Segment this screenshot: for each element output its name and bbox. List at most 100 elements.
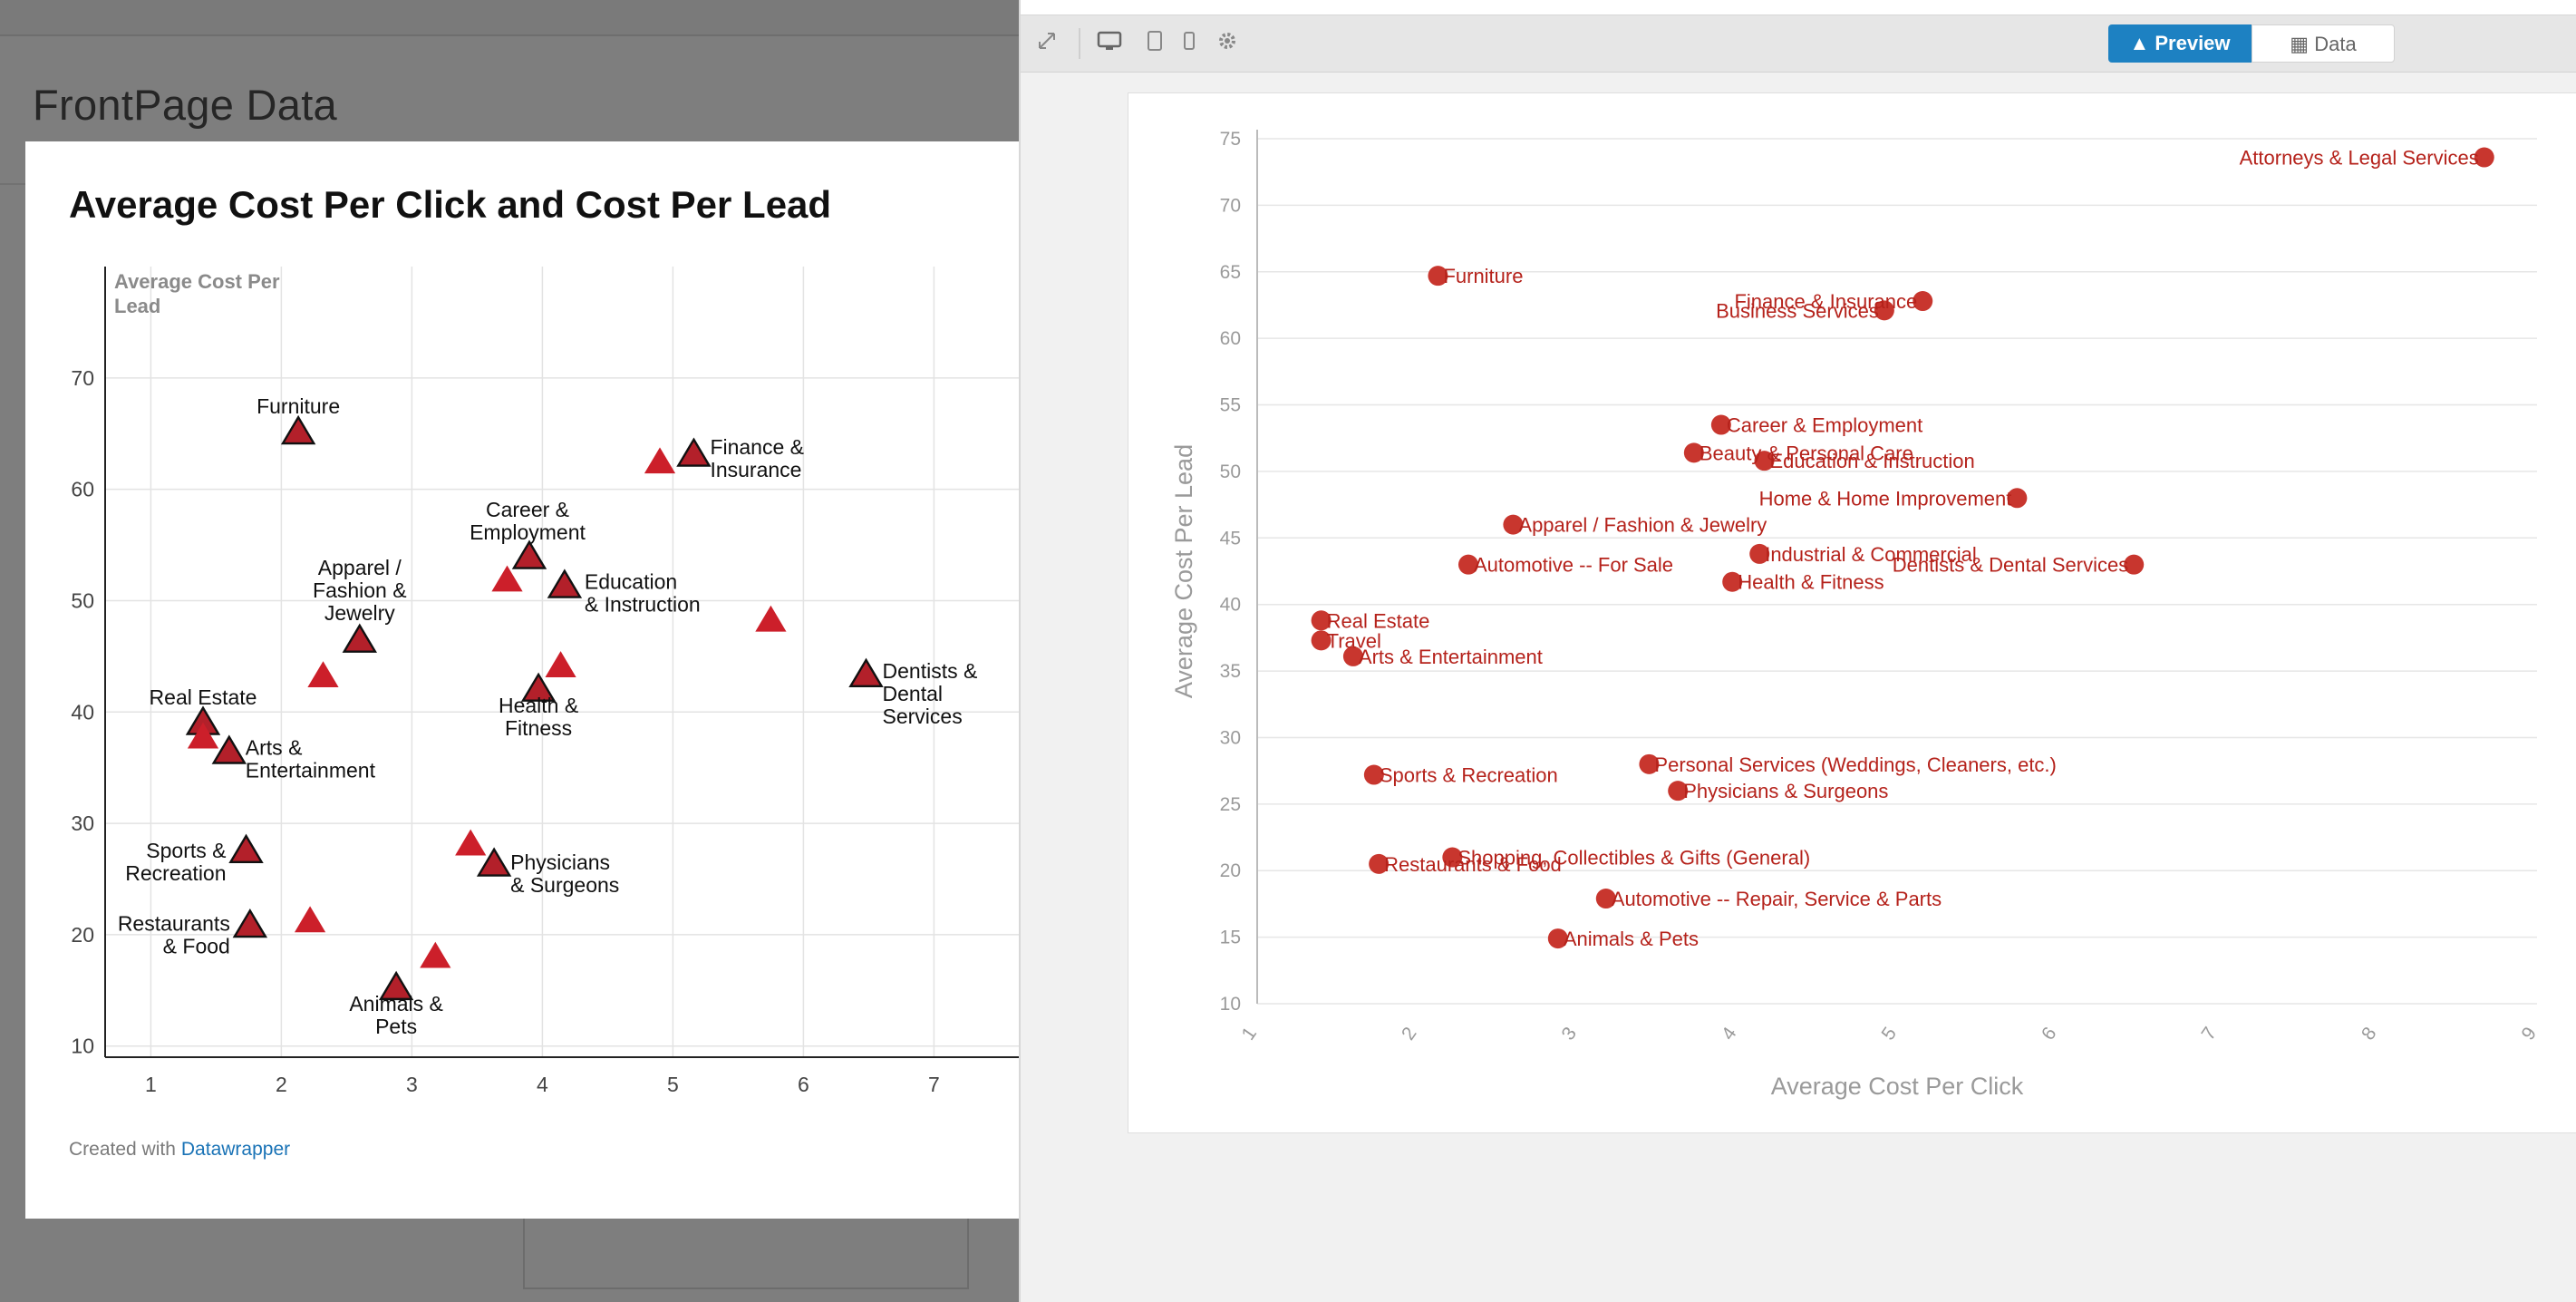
x-tick-label: 6 (798, 1073, 809, 1096)
x-tick-label: 2 (276, 1073, 287, 1096)
point-label: Apparel / Fashion & Jewelry (313, 556, 407, 625)
settings-icon[interactable] (1215, 30, 1240, 57)
point-label: Home & Home Improvement (1759, 487, 2012, 510)
x-tick-label: 5 (1878, 1024, 1902, 1045)
x-tick-label: 4 (537, 1073, 548, 1096)
point-label: Furniture (1443, 265, 1523, 287)
y-tick-label: 75 (1220, 129, 1241, 150)
y-tick-label: 15 (1220, 928, 1241, 948)
data-point-triangle (307, 661, 339, 687)
x-tick-label: 9 (2518, 1024, 2542, 1045)
data-point-circle (1503, 514, 1524, 535)
data-point-triangle (455, 829, 487, 856)
data-point-triangle (491, 565, 523, 592)
point-label: Travel (1327, 629, 1381, 652)
point-label: Health & Fitness (1738, 571, 1884, 594)
point-label: Animals & Pets (1564, 928, 1699, 950)
credit-prefix: Created with (69, 1139, 176, 1160)
data-point-triangle (294, 906, 326, 933)
x-tick-label: 6 (2038, 1024, 2061, 1045)
toolbar-separator (1079, 28, 1080, 59)
data-point-triangle (280, 414, 316, 445)
x-tick-label: 2 (1398, 1024, 1421, 1045)
data-point-circle (1874, 300, 1894, 321)
y-tick-label: 60 (1220, 328, 1241, 349)
y-tick-label: 40 (71, 700, 94, 724)
point-label: Business Services (1716, 299, 1879, 322)
y-tick-label: 25 (1220, 794, 1241, 815)
tab-data[interactable]: ▦ Data (2252, 24, 2395, 63)
data-point-circle (1369, 853, 1390, 874)
preview-canvas: 10 15 20 25 30 35 40 45 50 55 60 65 70 75 1 2 3 4 5 6 7 8 9 Ave… (1128, 92, 2576, 1133)
data-point-circle (2007, 488, 2028, 509)
point-label: Physicians & Surgeons (510, 850, 619, 897)
data-point-triangle (211, 734, 247, 764)
data-point-circle (1547, 928, 1568, 949)
y-axis-title: Average Cost Per Lead (114, 270, 280, 317)
point-label: Automotive -- For Sale (1474, 554, 1673, 577)
tab-preview[interactable]: ▲ Preview (2108, 24, 2252, 63)
y-tick-label: 10 (71, 1035, 94, 1058)
desktop-icon[interactable] (1095, 30, 1124, 57)
data-point-circle (1683, 442, 1704, 463)
point-label: Real Estate (1327, 609, 1430, 632)
point-label: Education & Instruction (585, 570, 701, 617)
page-title: FrontPage Data (33, 81, 337, 129)
point-label: Industrial & Commercial (1765, 543, 1977, 566)
data-point-circle (2474, 147, 2494, 168)
data-point-triangle (232, 908, 268, 938)
point-label: Career & Employment (1727, 414, 1922, 437)
background-topbar (0, 0, 1019, 36)
data-point-triangle (676, 437, 712, 467)
data-point-circle (1722, 571, 1743, 592)
point-label: Attorneys & Legal Services (2240, 147, 2479, 170)
background-card (523, 1215, 969, 1289)
point-label: Dentists & Dental Services (883, 659, 978, 728)
point-label: Career & Employment (470, 498, 586, 544)
data-point-triangle (755, 605, 787, 632)
x-tick-label: 7 (928, 1073, 940, 1096)
point-label: Animals & Pets (349, 992, 443, 1038)
point-label: Dentists & Dental Services (1893, 554, 2128, 577)
data-point-triangle (420, 941, 451, 968)
x-tick-label: 7 (2198, 1024, 2222, 1045)
datawrapper-link[interactable]: Datawrapper (180, 1139, 291, 1160)
y-tick-label: 45 (1220, 528, 1241, 549)
point-label: Restaurants & Food (1384, 853, 1562, 876)
data-point-circle (1442, 847, 1463, 868)
y-tick-label: 70 (1220, 195, 1241, 216)
point-label: Furniture (257, 394, 340, 418)
data-point-circle (1639, 753, 1660, 774)
editor-pane: ▲ Preview ▦ Data 10 15 20 25 30 35 40 45 50 55 60 6… (1019, 0, 2576, 1302)
y-tick-label: 65 (1220, 262, 1241, 283)
y-tick-label: 55 (1220, 395, 1241, 416)
data-point-circle (1710, 414, 1731, 435)
data-point-triangle (848, 657, 884, 687)
point-label: Restaurants & Food (118, 911, 230, 957)
point-label: Sports & Recreation (1380, 764, 1558, 787)
expand-icon[interactable] (1033, 30, 1060, 57)
y-tick-label: 40 (1220, 595, 1241, 616)
mobile-icon[interactable] (1180, 30, 1198, 57)
x-tick-label: 3 (406, 1073, 418, 1096)
y-tick-label: 60 (71, 478, 94, 501)
data-point-triangle (187, 722, 219, 749)
point-label: Personal Services (Weddings, Cleaners, e… (1654, 753, 2056, 776)
x-axis-title: Average Cost Per Click (1771, 1073, 2024, 1100)
y-tick-label: 70 (71, 366, 94, 390)
tablet-icon[interactable] (1144, 30, 1166, 57)
editor-toolbar: ▲ Preview ▦ Data (1021, 15, 2576, 73)
point-label: Finance & Insurance (1734, 290, 1917, 313)
point-label: Sports & Recreation (125, 839, 226, 885)
x-tick-label: 3 (1558, 1024, 1582, 1045)
data-point-triangle (547, 568, 583, 598)
data-point-triangle (520, 672, 557, 702)
data-point-circle (1428, 266, 1448, 287)
y-axis-title: Average Cost Per Lead (1170, 444, 1197, 698)
x-tick-label: 5 (667, 1073, 679, 1096)
table-icon: ▦ (2290, 33, 2310, 55)
point-label: Health & Fitness (499, 694, 578, 740)
data-point-circle (1668, 781, 1689, 802)
data-point-circle (1595, 889, 1616, 909)
